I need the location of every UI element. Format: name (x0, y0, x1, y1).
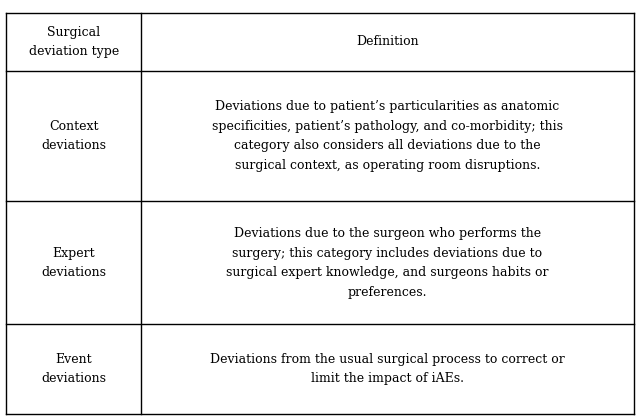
Text: Deviations due to patient’s particularities as anatomic
specificities, patient’s: Deviations due to patient’s particularit… (212, 100, 563, 172)
Text: Deviations due to the surgeon who performs the
surgery; this category includes d: Deviations due to the surgeon who perfor… (226, 227, 548, 298)
Text: Definition: Definition (356, 36, 419, 48)
Text: Context
deviations: Context deviations (42, 120, 106, 153)
Text: Deviations from the usual surgical process to correct or
limit the impact of iAE: Deviations from the usual surgical proce… (210, 353, 564, 385)
Text: Surgical
deviation type: Surgical deviation type (29, 25, 119, 58)
Text: Event
deviations: Event deviations (42, 353, 106, 385)
Text: Expert
deviations: Expert deviations (42, 247, 106, 279)
